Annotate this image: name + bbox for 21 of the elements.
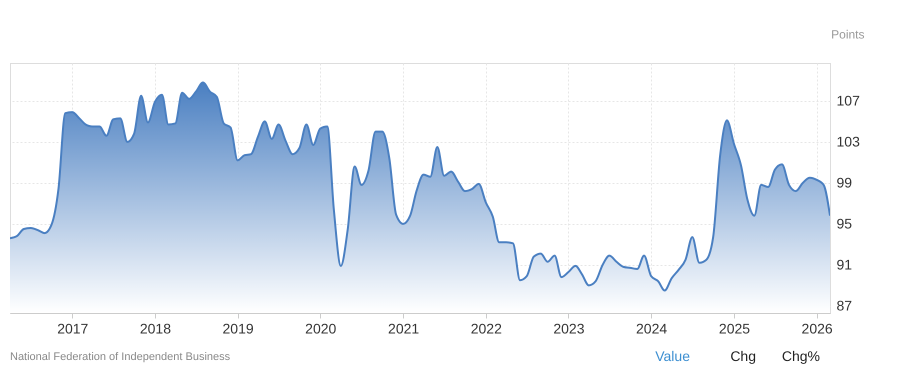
x-tick-label: 2022 [470, 320, 502, 336]
y-tick-label: 91 [836, 256, 852, 272]
x-tick-label: 2020 [305, 320, 337, 336]
text: National Federation of Independent Business [10, 351, 231, 363]
x-tick-label: 2023 [553, 320, 585, 336]
text: Value [655, 348, 690, 364]
x-tick-label: 2026 [802, 320, 833, 336]
text: Chg% [782, 348, 820, 364]
y-tick-label: 87 [836, 297, 852, 314]
y-tick-label: 99 [836, 174, 852, 190]
y-tick-label: 95 [836, 215, 852, 232]
x-tick-label: 2018 [140, 320, 172, 336]
y-tick-label: 103 [836, 133, 860, 150]
y-tick-label: 107 [836, 92, 860, 108]
x-tick-label: 2025 [718, 320, 750, 336]
x-tick-label: 2017 [57, 320, 89, 336]
x-tick-label: 2021 [388, 320, 420, 336]
y-axis-title: Points [831, 28, 864, 42]
x-tick-label: 2019 [222, 320, 254, 336]
text: Chg [730, 348, 756, 364]
x-tick-label: 2024 [636, 320, 668, 336]
